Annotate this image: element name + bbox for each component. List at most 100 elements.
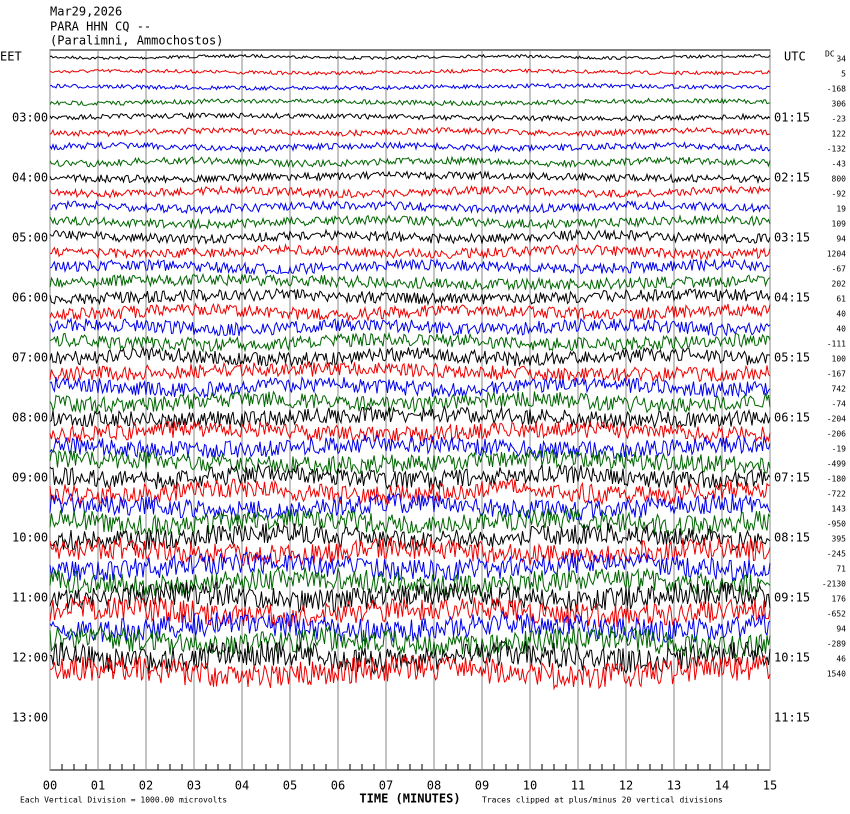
right-time: 06:15	[774, 411, 810, 425]
left-time: 04:00	[12, 171, 48, 185]
right-time: 08:15	[774, 531, 810, 545]
trace	[49, 331, 771, 353]
dc-offset: 61	[836, 295, 846, 304]
trace	[49, 242, 771, 261]
left-time: 06:00	[12, 291, 48, 305]
date: Mar29,2026	[50, 5, 122, 19]
dc-offset: 94	[836, 625, 846, 634]
x-tick-label: 10	[523, 779, 537, 793]
dc-offset: -132	[827, 145, 846, 154]
left-time: 12:00	[12, 651, 48, 665]
dc-offset: 19	[836, 205, 846, 214]
dc-offset: 122	[832, 130, 847, 139]
station: PARA HHN CQ --	[50, 20, 151, 34]
dc-offset: 176	[832, 595, 847, 604]
x-tick-label: 11	[571, 779, 585, 793]
right-title: UTC	[784, 50, 806, 64]
trace	[49, 228, 771, 245]
dc-offset: 100	[832, 355, 847, 364]
trace	[49, 126, 771, 138]
plot-frame	[49, 49, 771, 771]
trace	[49, 581, 771, 614]
right-time: 03:15	[774, 231, 810, 245]
trace	[49, 492, 771, 521]
x-tick-label: 06	[331, 779, 345, 793]
x-tick-label: 05	[283, 779, 297, 793]
dc-label: DC	[825, 50, 835, 59]
right-time: 04:15	[774, 291, 810, 305]
right-time: 09:15	[774, 591, 810, 605]
trace	[49, 360, 771, 383]
trace	[49, 536, 771, 566]
left-time: 13:00	[12, 711, 48, 725]
dc-offset: -204	[827, 415, 846, 424]
right-time: 07:15	[774, 471, 810, 485]
left-time: 10:00	[12, 531, 48, 545]
right-time: 01:15	[774, 111, 810, 125]
dc-offset: 800	[832, 175, 847, 184]
trace	[49, 111, 771, 123]
trace	[49, 448, 771, 475]
trace	[49, 170, 771, 185]
trace	[49, 376, 771, 399]
dc-offset: -74	[832, 400, 847, 409]
trace	[49, 68, 771, 76]
x-tick-label: 03	[187, 779, 201, 793]
dc-offset: -499	[827, 460, 846, 469]
dc-offset: 143	[832, 505, 847, 514]
dc-offset: -92	[832, 190, 847, 199]
x-tick-label: 02	[139, 779, 153, 793]
right-time: 10:15	[774, 651, 810, 665]
dc-offset: -206	[827, 430, 846, 439]
trace	[49, 272, 771, 292]
trace	[49, 610, 771, 644]
trace	[49, 155, 771, 169]
dc-offset: -43	[832, 160, 847, 169]
dc-offset: -289	[827, 640, 846, 649]
dc-offset: -67	[832, 265, 847, 274]
dc-offset: 1204	[827, 250, 846, 259]
dc-offset: 5	[841, 70, 846, 79]
left-time: 03:00	[12, 111, 48, 125]
trace	[49, 551, 771, 584]
dc-offset: 395	[832, 535, 847, 544]
x-tick-label: 01	[91, 779, 105, 793]
trace	[49, 420, 771, 445]
trace	[49, 654, 771, 691]
x-axis-title: TIME (MINUTES)	[359, 792, 460, 806]
dc-offset: 40	[836, 325, 846, 334]
scale-note: Each Vertical Division = 1000.00 microvo…	[20, 796, 227, 805]
right-time: 11:15	[774, 711, 810, 725]
trace	[49, 199, 771, 215]
trace	[49, 507, 771, 536]
trace	[49, 565, 771, 599]
trace	[49, 140, 771, 154]
location: (Paralimni, Ammochostos)	[50, 34, 223, 48]
x-tick-label: 04	[235, 779, 249, 793]
x-tick-label: 13	[667, 779, 681, 793]
clip-note: Traces clipped at plus/minus 20 vertical…	[482, 796, 723, 805]
dc-offset: -167	[827, 370, 846, 379]
dc-offset: -2130	[822, 580, 846, 589]
x-tick-label: 07	[379, 779, 393, 793]
dc-offset: 46	[836, 655, 846, 664]
dc-offset: -180	[827, 475, 846, 484]
x-tick-label: 12	[619, 779, 633, 793]
x-tick-label: 09	[475, 779, 489, 793]
trace	[49, 345, 771, 368]
dc-offset: 306	[832, 100, 847, 109]
trace	[49, 462, 771, 490]
dc-offset: 71	[836, 565, 846, 574]
trace	[49, 522, 771, 552]
trace	[49, 596, 771, 629]
dc-offset: -111	[827, 340, 846, 349]
x-tick-label: 08	[427, 779, 441, 793]
x-tick-label: 15	[763, 779, 777, 793]
left-time: 11:00	[12, 591, 48, 605]
left-time: 09:00	[12, 471, 48, 485]
trace	[49, 317, 771, 337]
left-time: 05:00	[12, 231, 48, 245]
dc-offset: 40	[836, 310, 846, 319]
trace	[49, 97, 771, 107]
